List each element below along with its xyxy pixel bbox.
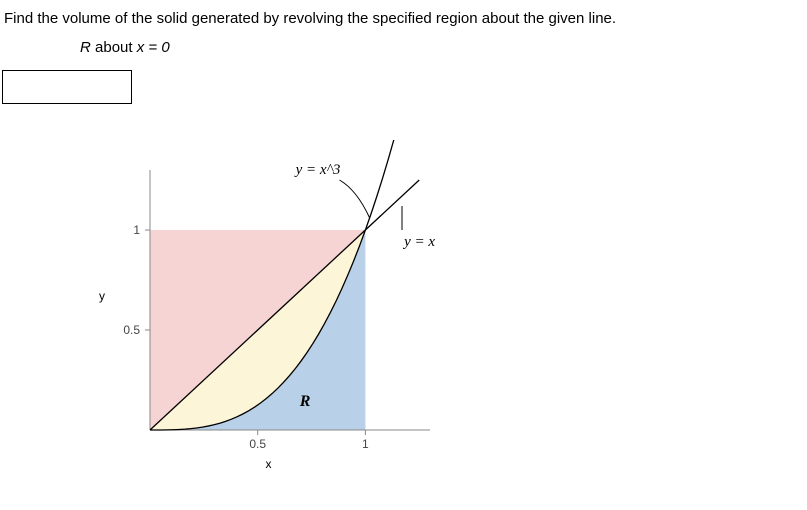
question-text: Find the volume of the solid generated b… <box>0 0 807 27</box>
region-label-R: R <box>299 393 311 410</box>
answer-input[interactable] <box>2 70 132 104</box>
region-var: R <box>80 39 91 56</box>
question-subline: R about x = 0 <box>0 27 807 56</box>
chart: 0.5 1 0.5 1 x y y = x^3 y = x R <box>70 140 490 490</box>
leader-cubic <box>340 180 370 218</box>
y-tick-label: 1 <box>133 223 140 237</box>
label-linear: y = x <box>402 234 435 250</box>
label-cubic: y = x^3 <box>294 162 341 178</box>
y-axis-label: y <box>99 289 105 303</box>
x-tick-label: 0.5 <box>249 437 266 451</box>
y-tick-label: 0.5 <box>123 323 140 337</box>
axis-eq: x = 0 <box>137 39 170 56</box>
x-axis-label: x <box>265 457 271 471</box>
x-tick-label: 1 <box>362 437 369 451</box>
about-text: about <box>91 39 137 56</box>
